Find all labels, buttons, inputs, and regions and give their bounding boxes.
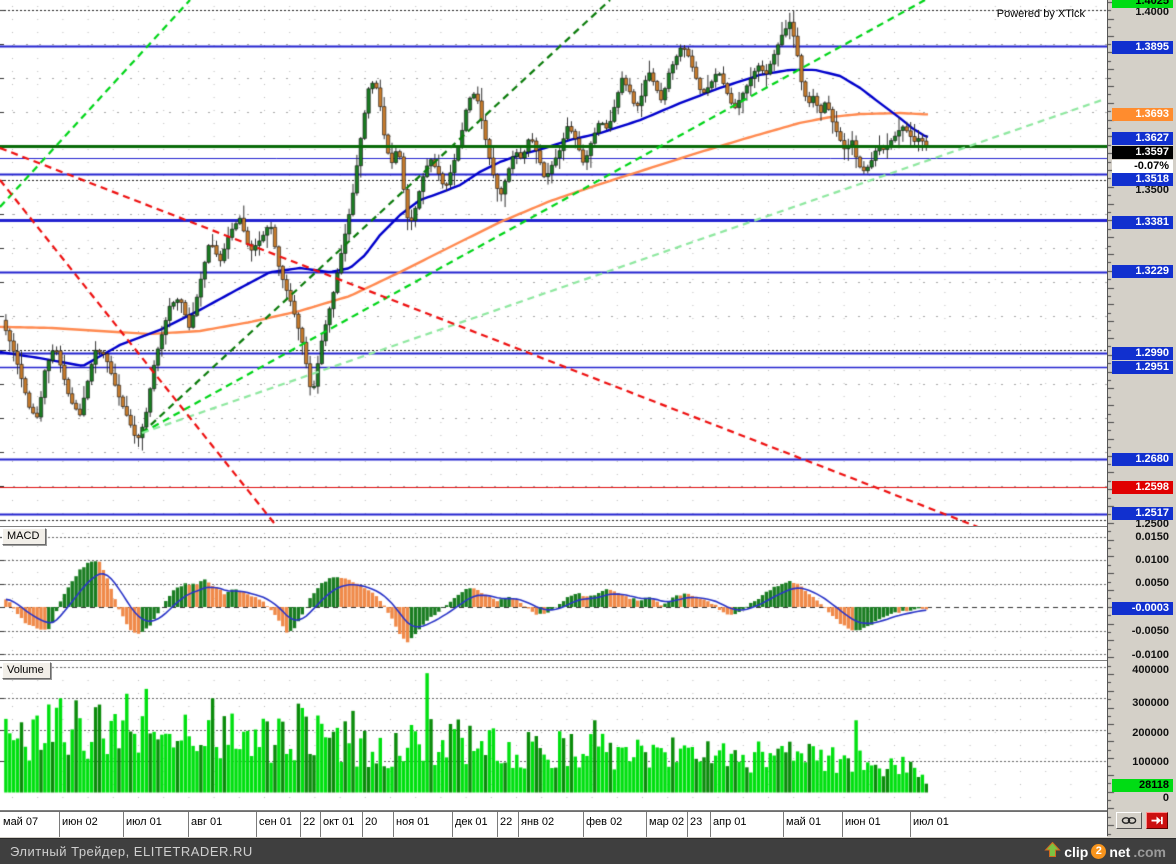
time-axis-separator bbox=[710, 812, 711, 837]
price-scale-label: 1.2951 bbox=[1112, 361, 1173, 374]
price-scale-label: 0.0100 bbox=[1135, 554, 1169, 566]
price-scale-label: 1.3381 bbox=[1112, 216, 1173, 229]
time-axis-separator bbox=[300, 812, 301, 837]
time-axis-label: окт 01 bbox=[323, 816, 355, 828]
time-axis-separator bbox=[583, 812, 584, 837]
time-axis-label: 22 bbox=[500, 816, 513, 828]
time-axis-separator bbox=[320, 812, 321, 837]
time-axis-separator bbox=[687, 812, 688, 837]
price-scale-label: 1.4025 bbox=[1112, 0, 1173, 8]
time-axis-label: ноя 01 bbox=[396, 816, 430, 828]
time-axis-label: май 07 bbox=[3, 816, 39, 828]
clip2net-arrow-icon bbox=[1044, 841, 1061, 862]
price-scale-label: 1.3518 bbox=[1112, 173, 1173, 186]
price-scale-label: 200000 bbox=[1132, 727, 1169, 739]
price-scale-label: 1.3627 bbox=[1112, 132, 1173, 145]
clip2net-text-clip: clip bbox=[1064, 843, 1089, 860]
time-axis-label: мар 02 bbox=[649, 816, 685, 828]
status-text: Элитный Трейдер, ELITETRADER.RU bbox=[10, 844, 253, 859]
main-chart-canvas[interactable] bbox=[0, 0, 1107, 526]
volume-indicator-label[interactable]: Volume bbox=[2, 662, 51, 679]
price-scale-label: -0.07% bbox=[1112, 160, 1173, 173]
time-axis: май 07 июн 02 июл 01 авг 01 сен 01 22 окт 01 20… bbox=[0, 811, 1107, 837]
panel-separator bbox=[0, 526, 1107, 527]
price-scale-label: 0.0050 bbox=[1135, 577, 1169, 589]
time-axis-label: фев 02 bbox=[586, 816, 623, 828]
time-axis-separator bbox=[452, 812, 453, 837]
price-scale-label: 0 bbox=[1162, 792, 1169, 804]
macd-indicator-label[interactable]: MACD bbox=[2, 528, 47, 545]
price-scale-label: 28118 bbox=[1112, 779, 1173, 792]
price-scale-label: 0.0150 bbox=[1135, 531, 1169, 543]
clip2net-text-2: 2 bbox=[1091, 844, 1107, 859]
price-scale-label: 1.3597 bbox=[1112, 146, 1173, 159]
scale-tick-marks bbox=[1108, 0, 1116, 836]
time-axis-label: апр 01 bbox=[713, 816, 747, 828]
time-axis-label: янв 02 bbox=[521, 816, 555, 828]
time-axis-separator bbox=[910, 812, 911, 837]
status-bar: Элитный Трейдер, ELITETRADER.RU clip 2 n… bbox=[0, 838, 1176, 864]
price-scale-label: 1.2598 bbox=[1112, 481, 1173, 494]
time-axis-label: июн 02 bbox=[62, 816, 98, 828]
time-axis-separator bbox=[59, 812, 60, 837]
time-axis-separator bbox=[188, 812, 189, 837]
time-axis-label: 22 bbox=[303, 816, 316, 828]
time-axis-separator bbox=[362, 812, 363, 837]
time-axis-separator bbox=[123, 812, 124, 837]
time-axis-label: июл 01 bbox=[126, 816, 162, 828]
price-scale: 1.4025 1.4000 1.3895 1.3693 1.3627 1.3597 -0.0… bbox=[1108, 0, 1176, 836]
time-axis-label: сен 01 bbox=[259, 816, 292, 828]
time-axis-label: авг 01 bbox=[191, 816, 223, 828]
time-axis-separator bbox=[256, 812, 257, 837]
price-scale-label: -0.0100 bbox=[1131, 649, 1169, 661]
time-axis-separator bbox=[497, 812, 498, 837]
price-scale-label: 300000 bbox=[1132, 697, 1169, 709]
price-scale-label: 1.3229 bbox=[1112, 265, 1173, 278]
powered-by-watermark: Powered by XTick bbox=[996, 8, 1085, 20]
clip2net-text-com: .com bbox=[1133, 843, 1166, 860]
chain-link-icon bbox=[1121, 812, 1137, 830]
clip2net-logo: clip 2 net .com bbox=[1044, 841, 1166, 862]
price-scale-label: 400000 bbox=[1132, 664, 1169, 676]
clip2net-text-net: net bbox=[1109, 843, 1131, 860]
time-axis-label: май 01 bbox=[786, 816, 822, 828]
time-axis-separator bbox=[518, 812, 519, 837]
panel-separator bbox=[0, 810, 1107, 811]
price-scale-label: 1.3500 bbox=[1135, 184, 1169, 196]
time-axis-separator bbox=[783, 812, 784, 837]
price-scale-label: 1.3693 bbox=[1112, 108, 1173, 121]
price-scale-label: 1.2500 bbox=[1135, 518, 1169, 530]
time-axis-label: июл 01 bbox=[913, 816, 949, 828]
link-button[interactable] bbox=[1116, 812, 1142, 829]
price-scale-label: 1.3895 bbox=[1112, 41, 1173, 54]
volume-panel-canvas[interactable] bbox=[0, 661, 1107, 810]
price-scale-label: 1.2990 bbox=[1112, 347, 1173, 360]
price-scale-label: 100000 bbox=[1132, 756, 1169, 768]
time-axis-separator bbox=[646, 812, 647, 837]
time-axis-label: 23 bbox=[690, 816, 703, 828]
time-axis-separator bbox=[393, 812, 394, 837]
scroll-to-end-button[interactable] bbox=[1146, 812, 1168, 829]
time-axis-separator bbox=[842, 812, 843, 837]
price-scale-label: 1.2517 bbox=[1112, 507, 1173, 520]
price-scale-label: 1.4000 bbox=[1135, 6, 1169, 18]
plot-area: Powered by XTick MACD Volume май 07 июн 0… bbox=[0, 0, 1108, 837]
time-axis-label: 20 bbox=[365, 816, 378, 828]
macd-panel-canvas[interactable] bbox=[0, 527, 1107, 660]
arrow-to-bar-icon bbox=[1151, 812, 1163, 830]
time-axis-label: июн 01 bbox=[845, 816, 881, 828]
panel-separator bbox=[0, 660, 1107, 661]
price-scale-label: -0.0003 bbox=[1112, 602, 1173, 615]
price-scale-label: -0.0050 bbox=[1131, 625, 1169, 637]
time-axis-label: дек 01 bbox=[455, 816, 488, 828]
price-scale-label: 1.2680 bbox=[1112, 453, 1173, 466]
